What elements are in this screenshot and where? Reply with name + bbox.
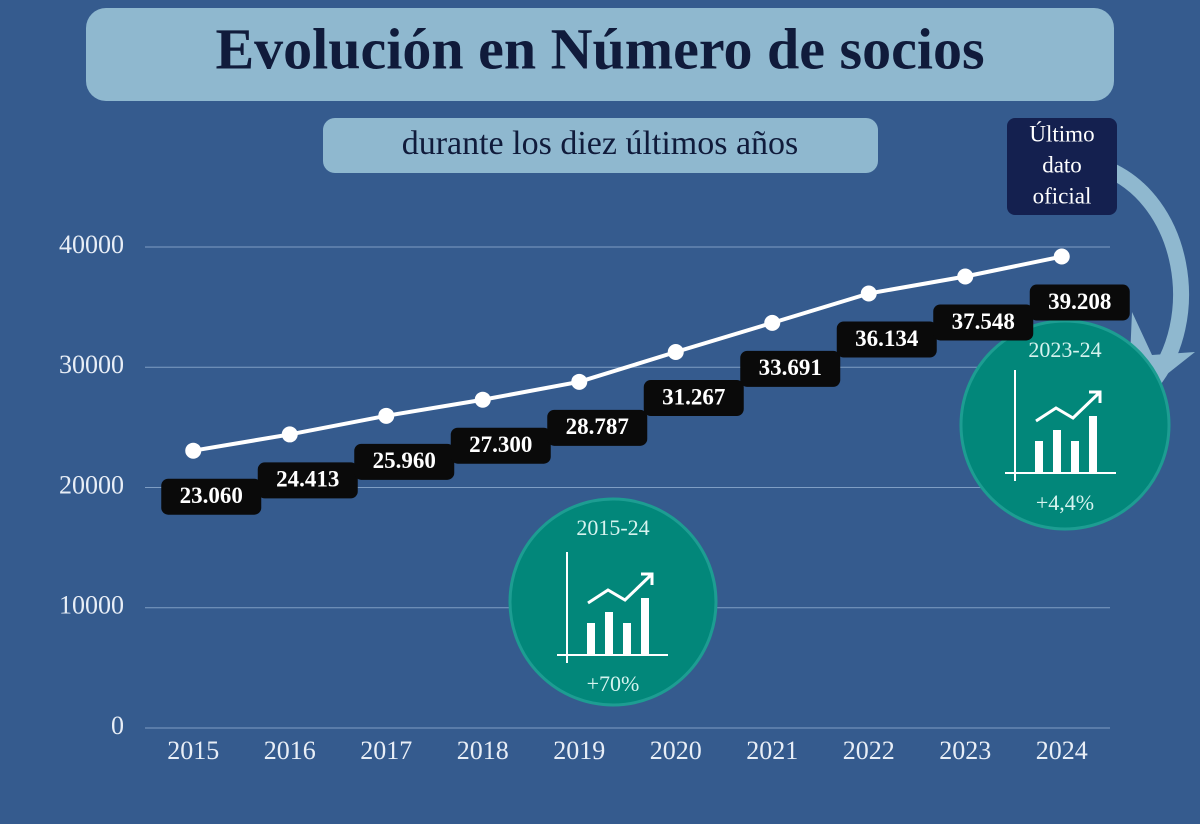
data-label-box	[161, 478, 262, 515]
icon-trend	[1089, 390, 1102, 403]
x-tick-label: 2018	[457, 736, 509, 765]
annotation-text: oficial	[1033, 183, 1092, 208]
x-tick-label: 2021	[746, 736, 798, 765]
y-tick-label: 40000	[59, 230, 124, 259]
data-layer: 23.060 24.413 25.960 27.300 28.787 31.267 33.6…	[161, 248, 1130, 515]
data-point	[571, 373, 588, 390]
data-label-box	[450, 427, 551, 464]
icon-bar	[1053, 430, 1061, 473]
title-box	[86, 8, 1114, 101]
annotation-text: dato	[1042, 152, 1082, 177]
data-label: 24.413	[276, 467, 339, 492]
icon-bar	[605, 612, 613, 655]
x-tick-label: 2020	[650, 736, 702, 765]
badge-change: +70%	[587, 671, 640, 696]
data-point	[860, 285, 877, 302]
data-label: 39.208	[1048, 289, 1111, 314]
data-label: 23.060	[180, 483, 243, 508]
subtitle-box	[323, 118, 878, 173]
data-point	[957, 268, 974, 285]
x-tick-label: 2015	[167, 736, 219, 765]
data-label-box	[1029, 284, 1130, 321]
badge-circle	[959, 319, 1171, 531]
data-label: 36.134	[855, 326, 919, 351]
badge-icon	[1005, 370, 1116, 481]
icon-bar	[1089, 416, 1097, 473]
data-label: 25.960	[373, 448, 436, 473]
grid-layer: 0 10000 20000 30000 40000 2015 2016 2017 2018 201…	[59, 230, 1110, 765]
data-label-box	[933, 304, 1034, 341]
x-tick-label: 2016	[264, 736, 316, 765]
badge-change: +4,4%	[1036, 490, 1094, 515]
data-label: 31.267	[662, 384, 725, 409]
chart-title: Evolución en Número de socios	[215, 16, 984, 81]
icon-trend	[641, 572, 654, 585]
y-tick-label: 0	[111, 711, 124, 740]
data-label-box	[836, 321, 937, 358]
data-point	[667, 344, 684, 361]
y-tick-label: 30000	[59, 350, 124, 379]
icon-trend	[1035, 390, 1102, 423]
x-tick-label: 2023	[939, 736, 991, 765]
data-label-box	[643, 380, 744, 417]
x-tick-label: 2024	[1036, 736, 1088, 765]
data-point	[185, 442, 202, 459]
annotation-text: Último	[1029, 120, 1094, 146]
icon-bar	[623, 623, 631, 655]
y-tick-label: 20000	[59, 470, 124, 499]
y-tick-label: 10000	[59, 591, 124, 620]
data-label: 37.548	[952, 309, 1015, 334]
data-label-box	[740, 350, 841, 387]
data-point	[281, 426, 298, 443]
data-point	[764, 314, 781, 331]
badge-circle	[508, 497, 718, 707]
icon-trend	[587, 572, 654, 605]
x-tick-label: 2022	[843, 736, 895, 765]
icon-bar	[1035, 441, 1043, 473]
icon-bar	[587, 623, 595, 655]
data-label: 33.691	[759, 355, 822, 380]
data-label-box	[547, 409, 648, 446]
data-label: 27.300	[469, 432, 532, 457]
data-point	[474, 391, 491, 408]
badge-period: 2023-24	[1028, 337, 1101, 362]
x-tick-label: 2019	[553, 736, 605, 765]
data-label-box	[257, 462, 358, 499]
icon-bar	[1071, 441, 1079, 473]
annotation-box	[1007, 118, 1117, 215]
data-label: 28.787	[566, 414, 629, 439]
data-point	[378, 407, 395, 424]
x-tick-label: 2017	[360, 736, 412, 765]
badge-icon	[557, 552, 668, 663]
icon-bar	[641, 598, 649, 655]
data-point	[1053, 248, 1070, 265]
data-label-box	[354, 443, 455, 480]
data-line	[192, 254, 1063, 453]
badge-period: 2015-24	[576, 515, 649, 540]
chart-subtitle: durante los diez últimos años	[402, 125, 799, 162]
